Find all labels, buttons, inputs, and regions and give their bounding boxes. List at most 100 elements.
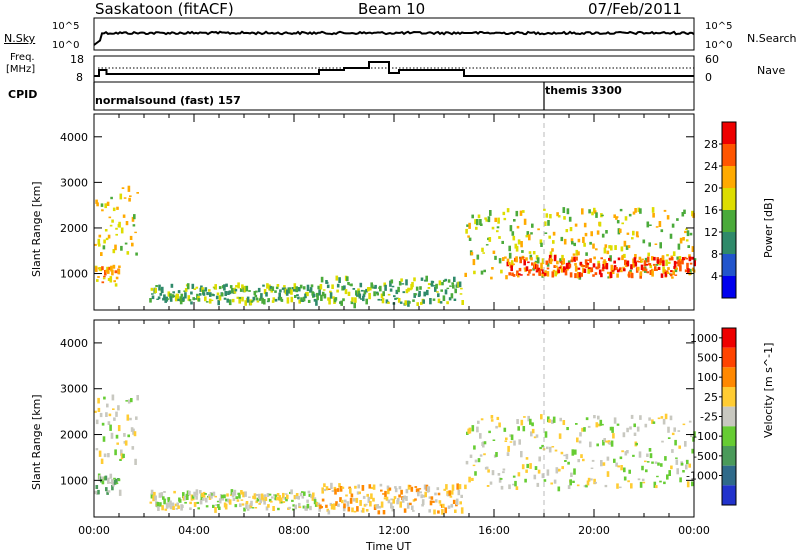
data-cell [446, 287, 450, 290]
data-cell [510, 260, 514, 267]
data-cell [150, 489, 154, 495]
data-cell [123, 197, 127, 199]
data-cell [530, 257, 533, 261]
data-cell [398, 486, 402, 490]
data-cell [651, 270, 654, 277]
data-cell [271, 496, 274, 499]
data-cell [294, 504, 297, 510]
data-cell [117, 478, 121, 482]
data-cell [119, 458, 122, 461]
data-cell [597, 415, 600, 420]
data-cell [496, 416, 500, 420]
data-cell [306, 291, 309, 297]
data-cell [430, 496, 434, 500]
data-cell [526, 233, 529, 237]
data-cell [583, 427, 586, 432]
data-cell [136, 192, 139, 194]
data-cell [326, 508, 330, 512]
freq-tick-top: 18 [70, 53, 84, 66]
data-cell [312, 492, 315, 497]
data-cell [315, 299, 318, 306]
data-cell [337, 503, 340, 507]
data-cell [153, 491, 156, 498]
data-cell [336, 283, 340, 288]
freq-label-2: [MHz] [6, 64, 36, 75]
data-cell [544, 270, 547, 273]
data-cell [556, 260, 559, 265]
data-cell [685, 228, 688, 230]
data-cell [437, 510, 440, 514]
data-cell [199, 490, 202, 494]
data-cell [579, 261, 583, 266]
data-cell [323, 488, 327, 492]
data-cell [410, 486, 414, 492]
data-cell [108, 266, 111, 270]
data-cell [159, 502, 162, 507]
data-cell [604, 261, 607, 267]
noise-sky-line [93, 30, 695, 46]
data-cell [608, 245, 611, 249]
data-cell [397, 498, 400, 502]
data-cell [267, 298, 270, 302]
data-cell [590, 478, 593, 481]
data-cell [577, 267, 581, 270]
data-cell [676, 256, 679, 260]
data-cell [241, 284, 244, 290]
data-cell [237, 282, 240, 289]
data-cell [232, 497, 236, 501]
x-tick-label: 08:00 [278, 524, 310, 537]
data-cell [659, 242, 662, 249]
data-cell [651, 207, 655, 213]
data-cell [253, 291, 257, 296]
data-cell [107, 278, 111, 281]
data-cell [607, 271, 610, 274]
data-cell [550, 259, 554, 262]
data-cell [94, 243, 97, 246]
data-cell [316, 504, 320, 507]
data-cell [124, 242, 128, 245]
data-cell [610, 440, 614, 447]
data-cell [461, 300, 464, 305]
data-cell [557, 215, 561, 218]
data-cell [525, 257, 528, 261]
data-cell [427, 486, 431, 492]
data-cell [214, 495, 217, 498]
data-cell [634, 261, 638, 267]
data-cell [595, 248, 598, 251]
data-cell [636, 260, 639, 263]
data-cell [323, 483, 326, 487]
data-cell [647, 252, 650, 257]
data-cell [184, 288, 188, 292]
noise-right-tick-top: 10^5 [705, 21, 733, 32]
data-cell [588, 209, 591, 214]
data-cell [494, 217, 497, 222]
data-cell [512, 235, 516, 241]
data-cell [239, 503, 242, 507]
y-tick-label: 3000 [60, 176, 88, 189]
data-cell [151, 293, 154, 295]
data-cell [106, 201, 110, 206]
data-cell [216, 292, 220, 296]
data-cell [620, 246, 624, 252]
data-cell [608, 257, 611, 261]
data-cell [645, 263, 649, 266]
data-cell [201, 492, 204, 498]
data-cell [555, 265, 558, 268]
data-cell [517, 426, 520, 431]
data-cell [640, 260, 644, 263]
data-cell [182, 296, 185, 301]
data-cell [602, 462, 606, 466]
data-cell [241, 296, 244, 302]
data-cell [390, 498, 393, 501]
data-cell [538, 456, 541, 462]
data-cell [450, 490, 454, 495]
data-cell [686, 481, 690, 488]
data-cell [103, 239, 106, 244]
data-cell [543, 479, 547, 482]
data-cell [615, 267, 618, 270]
data-cell [419, 286, 422, 290]
data-cell [258, 502, 261, 505]
data-cell [342, 506, 346, 512]
data-cell [106, 491, 109, 495]
data-cell [532, 251, 536, 255]
